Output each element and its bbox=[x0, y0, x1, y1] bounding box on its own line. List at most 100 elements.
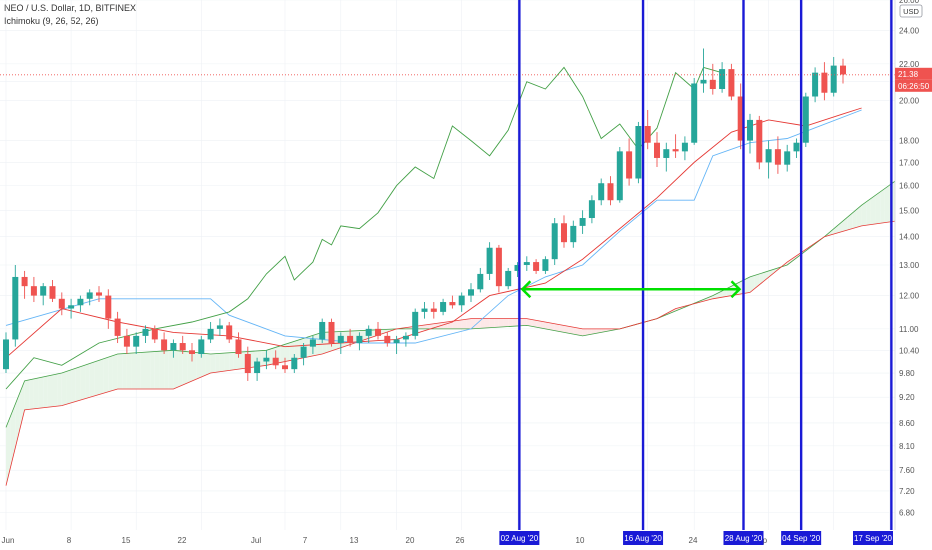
candle bbox=[551, 218, 558, 265]
candle-body bbox=[142, 328, 149, 336]
candle-body bbox=[328, 321, 335, 344]
candle bbox=[840, 58, 846, 84]
candle-body bbox=[300, 346, 307, 358]
candle-body bbox=[719, 69, 726, 90]
candle-body bbox=[263, 357, 270, 362]
candle-body bbox=[105, 295, 112, 319]
price-tick-label: 9.80 bbox=[899, 369, 915, 378]
cloud-segment bbox=[75, 366, 81, 402]
cloud-segment bbox=[43, 375, 48, 408]
cloud-segment bbox=[750, 275, 755, 293]
candle bbox=[644, 109, 651, 150]
candle bbox=[133, 332, 140, 355]
cloud-segment bbox=[224, 352, 230, 372]
cloud-segment bbox=[294, 339, 299, 360]
candle-body bbox=[96, 292, 102, 296]
cloud-segment bbox=[512, 318, 518, 327]
candle bbox=[635, 121, 642, 184]
cloud-segment bbox=[145, 351, 151, 389]
candle bbox=[672, 134, 679, 158]
cloud-segment bbox=[182, 351, 188, 385]
candle-body bbox=[291, 357, 298, 370]
candle bbox=[226, 321, 233, 344]
cloud-segment bbox=[38, 376, 44, 409]
cloud-segment bbox=[85, 363, 90, 399]
candle bbox=[291, 354, 298, 374]
cloud-segment bbox=[117, 353, 123, 389]
cloud-segment bbox=[526, 318, 532, 327]
candle bbox=[114, 311, 121, 344]
candle-body bbox=[12, 276, 19, 340]
candle bbox=[626, 138, 633, 186]
usd-currency-button[interactable]: USD bbox=[899, 4, 923, 18]
cloud-segment bbox=[508, 318, 513, 327]
candle bbox=[579, 210, 586, 234]
candle bbox=[570, 220, 577, 248]
candle bbox=[40, 283, 47, 306]
candle-body bbox=[254, 361, 261, 374]
candle-body bbox=[365, 328, 372, 336]
marker-label-box bbox=[723, 531, 764, 545]
cloud-segment bbox=[66, 369, 72, 405]
candle bbox=[21, 270, 28, 299]
candle bbox=[681, 136, 688, 161]
cloud-segment bbox=[554, 323, 560, 332]
candle bbox=[3, 332, 9, 374]
cloud-segment bbox=[382, 329, 388, 334]
time-tick-label: 26 bbox=[456, 536, 465, 545]
candle bbox=[68, 298, 75, 319]
cloud-segment bbox=[103, 357, 109, 394]
cloud-segment bbox=[112, 354, 118, 391]
cloud-segment bbox=[531, 319, 537, 328]
candle-body bbox=[626, 151, 633, 179]
candle bbox=[198, 335, 205, 358]
cloud-segment bbox=[536, 320, 541, 328]
cloud-segment bbox=[233, 352, 239, 370]
candle-body bbox=[3, 339, 9, 370]
time-tick-label: 15 bbox=[122, 536, 131, 545]
candle bbox=[421, 302, 428, 319]
cloud-segment bbox=[71, 368, 76, 403]
candle-body bbox=[207, 328, 214, 340]
time-tick-label: Jun bbox=[2, 536, 15, 545]
cloud-segment bbox=[289, 341, 295, 361]
price-tick-label: 7.60 bbox=[899, 466, 915, 475]
time-axis[interactable]: Jun81522Jul71320261024Sep7 bbox=[2, 536, 815, 545]
candle-body bbox=[440, 302, 447, 312]
time-tick-label: Jul bbox=[251, 536, 261, 545]
candle-body bbox=[40, 286, 47, 296]
candle bbox=[412, 308, 419, 340]
cloud-segment bbox=[131, 352, 137, 389]
candle-body bbox=[561, 223, 567, 243]
candle bbox=[830, 56, 837, 97]
cloud-segment bbox=[870, 194, 876, 225]
cloud-segment bbox=[33, 377, 39, 409]
current-price-label: 21.38 bbox=[898, 70, 919, 79]
cloud-segment bbox=[201, 353, 206, 377]
candle bbox=[747, 113, 753, 154]
chikou-line bbox=[5, 66, 723, 390]
candle bbox=[375, 321, 381, 340]
candle bbox=[561, 215, 567, 248]
marker-date-labels: 02 Aug '20 16 Aug '20 28 Aug '20 04 Sep '20… bbox=[499, 531, 893, 545]
candle bbox=[142, 325, 149, 344]
candle bbox=[328, 318, 335, 347]
candle-body bbox=[616, 151, 623, 201]
cloud-segment bbox=[280, 344, 285, 363]
candle bbox=[207, 321, 214, 344]
cloud-segment bbox=[80, 364, 86, 400]
candle-body bbox=[737, 96, 744, 141]
candle-body bbox=[244, 354, 251, 374]
time-tick-label: 24 bbox=[689, 536, 698, 545]
candle-body bbox=[551, 223, 558, 260]
candle bbox=[337, 332, 344, 355]
cloud-segment bbox=[457, 319, 462, 329]
candle-body bbox=[449, 302, 456, 306]
chart-symbol-title: NEO / U.S. Dollar, 1D, BITFINEX bbox=[4, 3, 137, 13]
cloud-segment bbox=[159, 350, 165, 389]
candle-body bbox=[412, 311, 419, 336]
candle-body bbox=[179, 343, 186, 351]
candle bbox=[719, 62, 726, 93]
countdown-tag-box bbox=[895, 79, 932, 92]
cloud-segment bbox=[573, 327, 578, 335]
